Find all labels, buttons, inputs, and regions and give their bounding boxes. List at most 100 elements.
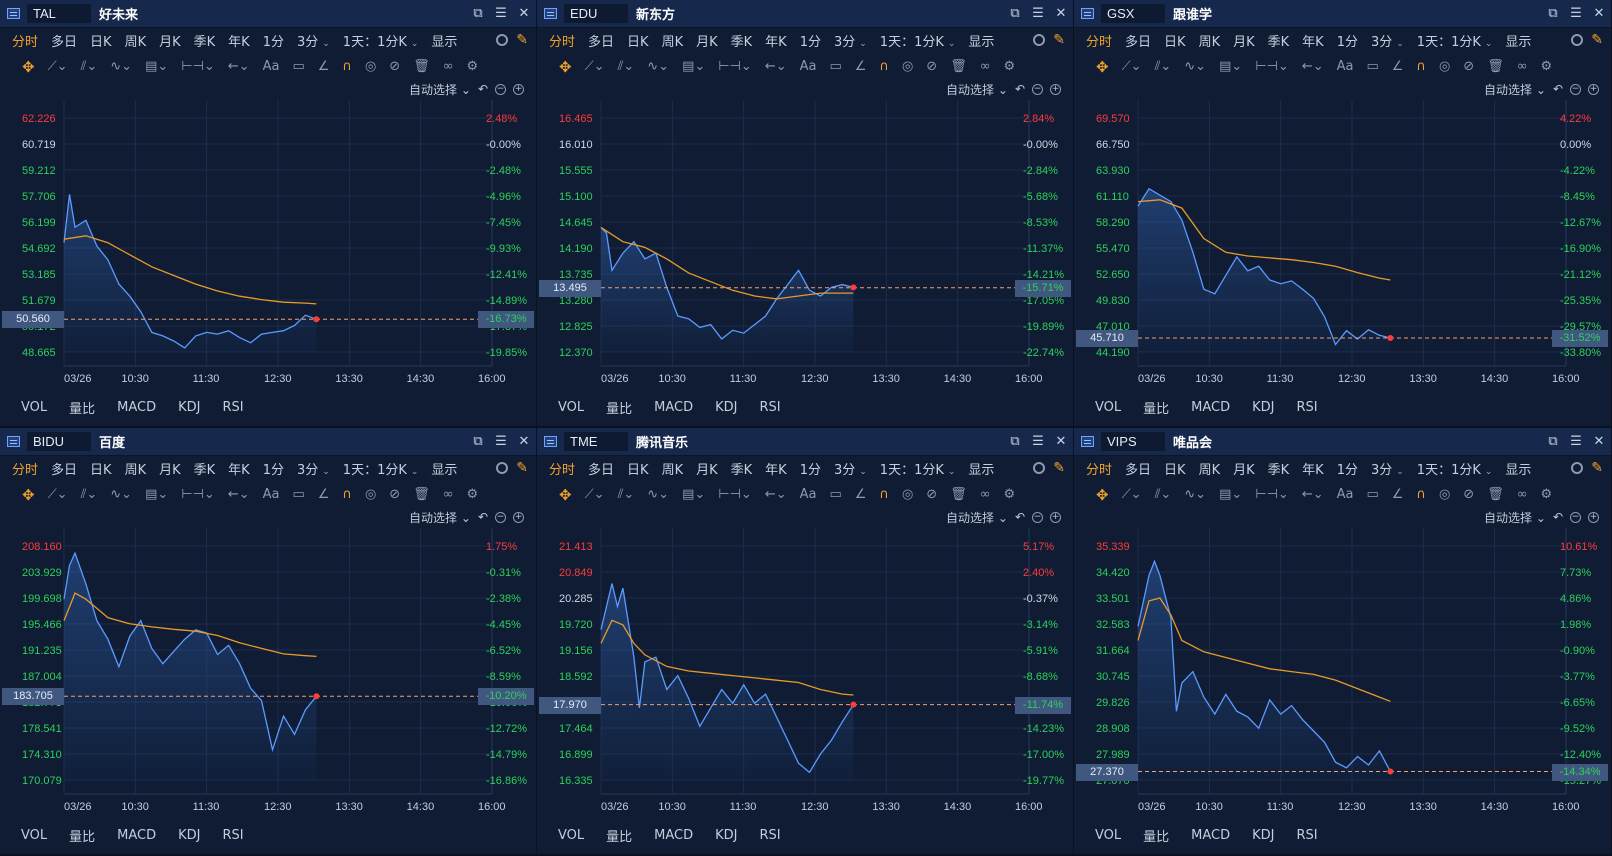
channel-tool-icon[interactable]: ⫽⌄	[617, 59, 635, 74]
auto-select-dropdown[interactable]: 自动选择 ⌄	[1484, 82, 1546, 97]
arrow-tool-icon[interactable]: ←⌄	[764, 487, 787, 502]
magnet-icon[interactable]: ∩	[1416, 59, 1426, 74]
window-icon[interactable]	[7, 8, 20, 19]
trash-icon[interactable]: 🗑	[950, 487, 967, 502]
period-10[interactable]: 显示	[1505, 34, 1532, 50]
period-5[interactable]: 季K	[1267, 34, 1290, 50]
gear-icon[interactable]	[1033, 462, 1046, 474]
indicator-macd[interactable]: MACD	[654, 827, 694, 843]
text-tool-icon[interactable]: Aa	[799, 59, 817, 74]
period-4[interactable]: 月K	[159, 462, 181, 478]
period-8[interactable]: 3分 ⌄	[1370, 34, 1404, 50]
gear-icon[interactable]	[496, 34, 509, 46]
wave-tool-icon[interactable]: ∿⌄	[1184, 59, 1207, 74]
zoom-out-icon[interactable]: −	[1570, 83, 1581, 95]
zoom-in-icon[interactable]: +	[513, 511, 524, 523]
line-tool-icon[interactable]: ⟋⌄	[584, 487, 605, 502]
undo-icon[interactable]: ↶	[1014, 510, 1025, 524]
stock-code-input[interactable]: BIDU	[27, 432, 91, 451]
gear-icon[interactable]	[496, 462, 509, 474]
period-4[interactable]: 月K	[696, 34, 718, 50]
comment-icon[interactable]: ▭	[1366, 487, 1379, 502]
period-1[interactable]: 多日	[1125, 462, 1152, 478]
zoom-out-icon[interactable]: −	[495, 83, 506, 95]
window-icon[interactable]: ⧉	[1010, 6, 1020, 21]
settings-icon[interactable]: ⚙	[466, 487, 479, 502]
measure-tool-icon[interactable]: ⊢⊣⌄	[1255, 487, 1289, 502]
indicator-kdj[interactable]: KDJ	[1252, 399, 1275, 415]
move-icon[interactable]: ✥	[22, 485, 35, 504]
period-10[interactable]: 显示	[431, 34, 458, 50]
period-0[interactable]: 分时	[549, 34, 576, 50]
settings-lines-icon[interactable]: ☰	[1032, 6, 1044, 21]
magnet-icon[interactable]: ∩	[879, 487, 889, 502]
period-5[interactable]: 季K	[1267, 462, 1290, 478]
fib-tool-icon[interactable]: ▤⌄	[145, 59, 169, 74]
period-10[interactable]: 显示	[431, 462, 458, 478]
text-tool-icon[interactable]: Aa	[799, 487, 817, 502]
period-5[interactable]: 季K	[193, 34, 216, 50]
indicator-量比[interactable]: 量比	[69, 829, 96, 845]
period-4[interactable]: 月K	[1233, 462, 1255, 478]
link-icon[interactable]: ∞	[442, 59, 454, 74]
pencil-icon[interactable]: ✎	[1053, 460, 1065, 476]
fib-tool-icon[interactable]: ▤⌄	[1219, 487, 1243, 502]
period-6[interactable]: 年K	[1302, 462, 1324, 478]
period-3[interactable]: 周K	[661, 462, 684, 478]
eye-icon[interactable]: ◎	[364, 487, 377, 502]
undo-icon[interactable]: ↶	[477, 510, 488, 524]
fib-tool-icon[interactable]: ▤⌄	[145, 487, 169, 502]
arrow-tool-icon[interactable]: ←⌄	[227, 487, 250, 502]
pencil-icon[interactable]: ✎	[1591, 460, 1603, 476]
period-2[interactable]: 日K	[1164, 34, 1186, 50]
period-0[interactable]: 分时	[1086, 34, 1113, 50]
indicator-rsi[interactable]: RSI	[222, 399, 244, 415]
period-0[interactable]: 分时	[1086, 462, 1113, 478]
indicator-量比[interactable]: 量比	[1143, 829, 1170, 845]
period-3[interactable]: 周K	[124, 34, 147, 50]
link-icon[interactable]: ∞	[979, 487, 991, 502]
auto-select-dropdown[interactable]: 自动选择 ⌄	[1484, 510, 1546, 525]
indicator-rsi[interactable]: RSI	[1296, 827, 1318, 843]
comment-icon[interactable]: ▭	[292, 59, 305, 74]
indicator-rsi[interactable]: RSI	[222, 827, 244, 843]
settings-icon[interactable]: ⚙	[1003, 487, 1016, 502]
period-7[interactable]: 1分	[799, 34, 821, 50]
close-icon[interactable]: ✕	[518, 434, 530, 449]
indicator-vol[interactable]: VOL	[1095, 827, 1122, 843]
period-3[interactable]: 周K	[661, 34, 684, 50]
period-6[interactable]: 年K	[1302, 34, 1324, 50]
settings-icon[interactable]: ⚙	[1540, 59, 1553, 74]
settings-icon[interactable]: ⚙	[466, 59, 479, 74]
comment-icon[interactable]: ▭	[829, 59, 842, 74]
auto-select-dropdown[interactable]: 自动选择 ⌄	[409, 510, 471, 525]
stock-code-input[interactable]: VIPS	[1101, 432, 1165, 451]
period-8[interactable]: 3分 ⌄	[296, 34, 330, 50]
indicator-macd[interactable]: MACD	[1191, 827, 1231, 843]
period-7[interactable]: 1分	[262, 34, 284, 50]
period-9[interactable]: 1天：1分K ⌄	[879, 462, 956, 478]
period-1[interactable]: 多日	[51, 462, 78, 478]
magnet-icon[interactable]: ∩	[879, 59, 889, 74]
period-3[interactable]: 周K	[1198, 34, 1221, 50]
period-2[interactable]: 日K	[1164, 462, 1186, 478]
pencil-icon[interactable]: ✎	[1591, 32, 1603, 48]
period-6[interactable]: 年K	[228, 462, 250, 478]
period-7[interactable]: 1分	[799, 462, 821, 478]
arrow-tool-icon[interactable]: ←⌄	[1301, 487, 1324, 502]
link-icon[interactable]: ∞	[979, 59, 991, 74]
period-0[interactable]: 分时	[549, 462, 576, 478]
trash-icon[interactable]: 🗑	[950, 59, 967, 74]
period-7[interactable]: 1分	[262, 462, 284, 478]
channel-tool-icon[interactable]: ⫽⌄	[1154, 59, 1172, 74]
indicator-macd[interactable]: MACD	[117, 827, 157, 843]
fib-tool-icon[interactable]: ▤⌄	[682, 59, 706, 74]
window-icon[interactable]	[7, 436, 20, 447]
period-8[interactable]: 3分 ⌄	[1370, 462, 1404, 478]
period-2[interactable]: 日K	[90, 462, 112, 478]
period-9[interactable]: 1天：1分K ⌄	[1416, 462, 1493, 478]
indicator-量比[interactable]: 量比	[1143, 401, 1170, 417]
indicator-kdj[interactable]: KDJ	[715, 827, 738, 843]
window-icon[interactable]: ⧉	[473, 434, 483, 449]
indicator-量比[interactable]: 量比	[69, 401, 96, 417]
